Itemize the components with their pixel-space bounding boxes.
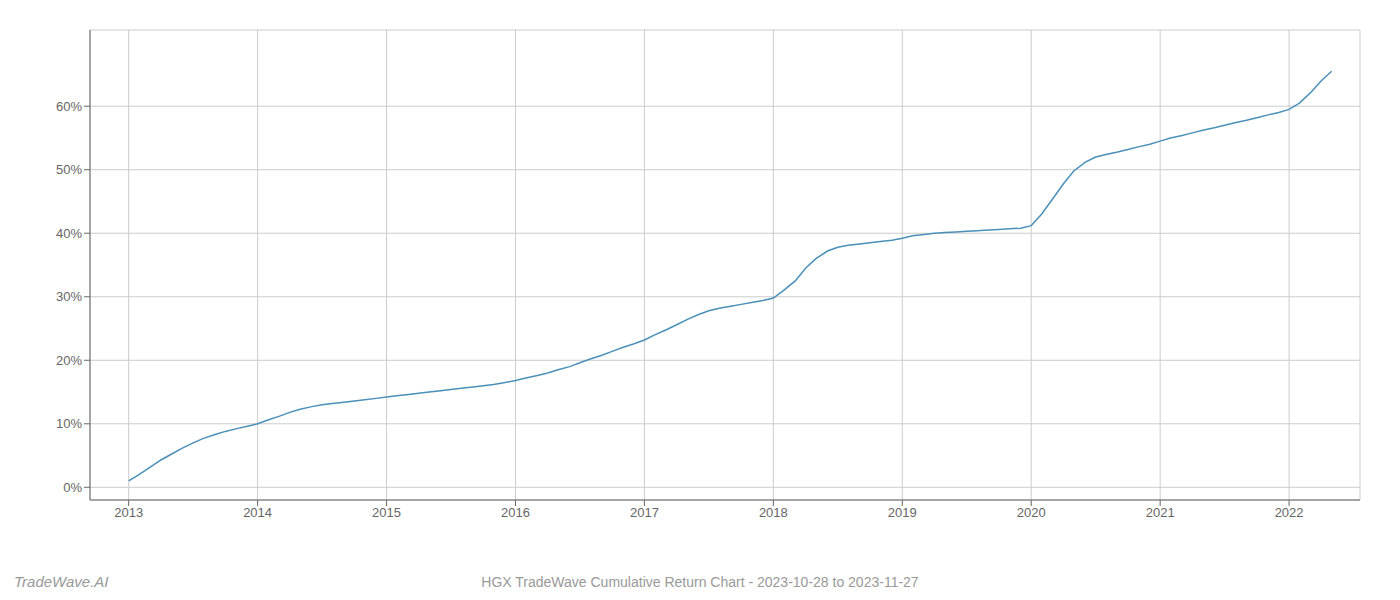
svg-text:2017: 2017 — [630, 505, 659, 520]
svg-text:50%: 50% — [56, 162, 82, 177]
svg-text:20%: 20% — [56, 353, 82, 368]
svg-text:10%: 10% — [56, 416, 82, 431]
svg-text:40%: 40% — [56, 226, 82, 241]
svg-text:2022: 2022 — [1275, 505, 1304, 520]
svg-text:2014: 2014 — [243, 505, 272, 520]
html-text:HGX TradeWave Cumulative Retur: HGX TradeWave Cumulative Return Chart - … — [481, 574, 919, 590]
svg-text:2013: 2013 — [114, 505, 143, 520]
svg-text:60%: 60% — [56, 99, 82, 114]
svg-text:2020: 2020 — [1017, 505, 1046, 520]
svg-text:0%: 0% — [63, 480, 82, 495]
svg-text:2015: 2015 — [372, 505, 401, 520]
html-text:TradeWave.AI: TradeWave.AI — [14, 573, 109, 590]
svg-text:2018: 2018 — [759, 505, 788, 520]
svg-text:2021: 2021 — [1146, 505, 1175, 520]
svg-text:2019: 2019 — [888, 505, 917, 520]
svg-text:30%: 30% — [56, 289, 82, 304]
svg-text:2016: 2016 — [501, 505, 530, 520]
